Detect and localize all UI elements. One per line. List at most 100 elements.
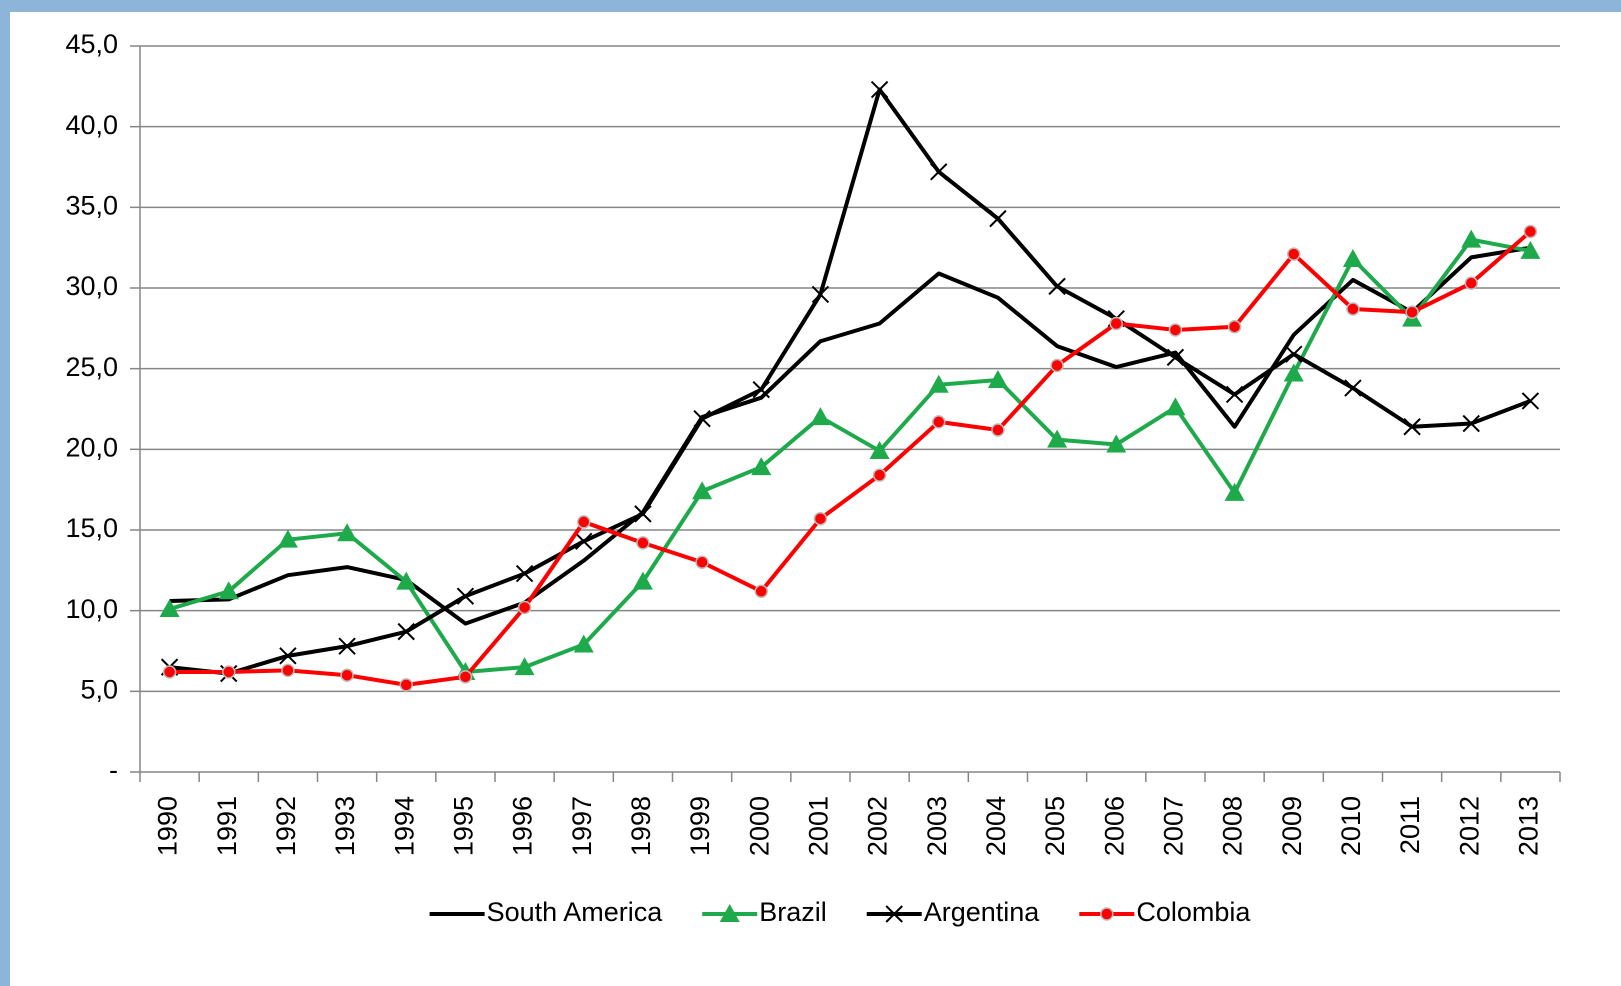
marker — [754, 584, 768, 599]
marker — [396, 571, 417, 590]
y-tick-label: 5,0 — [80, 674, 118, 704]
marker — [1344, 379, 1362, 397]
marker — [1520, 240, 1541, 259]
marker — [577, 515, 591, 529]
marker — [932, 415, 946, 429]
series-line — [169, 230, 1532, 687]
series-line — [169, 87, 1532, 676]
x-tick-label: 1990 — [153, 796, 183, 856]
marker — [1047, 429, 1068, 448]
marker — [515, 564, 534, 583]
y-tick-label: 35,0 — [65, 190, 118, 220]
marker — [1106, 434, 1127, 453]
x-tick-label: 1997 — [567, 796, 597, 856]
marker — [1521, 392, 1540, 410]
marker — [1168, 323, 1183, 337]
marker — [218, 581, 239, 600]
y-tick-label: 40,0 — [65, 110, 118, 140]
y-tick-label: 45,0 — [65, 29, 118, 59]
x-tick-label: 2008 — [1218, 796, 1248, 856]
marker — [1405, 305, 1419, 319]
x-tick-label: 1992 — [271, 796, 301, 856]
x-tick-label: 2011 — [1395, 796, 1425, 854]
x-tick-label: 2007 — [1159, 796, 1189, 856]
x-tick-label: 2002 — [863, 796, 893, 856]
x-tick-label: 1995 — [449, 796, 479, 856]
x-tick-label: 1993 — [330, 796, 360, 856]
marker — [1403, 418, 1421, 436]
x-tick-label: 2009 — [1277, 796, 1307, 856]
marker — [575, 532, 593, 551]
marker — [811, 285, 830, 304]
marker — [1283, 363, 1304, 382]
marker — [456, 587, 475, 605]
marker — [930, 163, 948, 181]
marker — [514, 657, 535, 676]
marker — [573, 634, 594, 653]
chart: - 5,0 10,0 15,0 20,0 25,0 30,0 35,0 40,0 45,0 1990… — [10, 12, 1621, 986]
marker — [695, 555, 709, 570]
legend-label: Brazil — [759, 897, 827, 927]
series-line — [169, 237, 1531, 674]
marker — [1227, 319, 1242, 334]
series-line — [169, 245, 1531, 626]
marker — [162, 665, 177, 679]
marker — [517, 600, 532, 615]
marker — [1225, 385, 1244, 404]
marker — [991, 423, 1005, 437]
marker — [1100, 907, 1114, 921]
x-tick-label: 1991 — [212, 796, 242, 856]
x-tick-label: 2013 — [1514, 796, 1544, 856]
x-tick-label: 2006 — [1099, 796, 1129, 856]
marker — [1165, 397, 1186, 416]
marker — [1166, 348, 1185, 367]
x-tick-label: 2005 — [1040, 796, 1070, 856]
marker — [752, 380, 770, 399]
y-tick-label: 15,0 — [65, 513, 118, 543]
marker — [987, 369, 1008, 388]
x-tick-label: 1996 — [508, 796, 538, 856]
marker — [1346, 302, 1360, 316]
marker — [692, 481, 713, 500]
legend-label: Argentina — [924, 897, 1041, 927]
y-tick-label: - — [109, 755, 118, 785]
x-tick-label: 2004 — [981, 796, 1011, 856]
marker — [337, 523, 358, 542]
marker — [869, 440, 890, 459]
x-tick-label: 2003 — [922, 796, 952, 856]
marker — [928, 374, 949, 393]
marker — [1342, 248, 1363, 267]
legend-label: South America — [487, 897, 664, 927]
marker — [636, 536, 650, 550]
marker — [1050, 358, 1064, 373]
marker — [340, 668, 354, 682]
marker — [813, 511, 828, 526]
marker — [870, 80, 889, 99]
series — [160, 80, 1540, 683]
x-tick-label: 2010 — [1336, 796, 1366, 856]
marker — [338, 637, 356, 655]
series — [169, 245, 1531, 626]
marker — [885, 905, 903, 923]
x-tick-label: 2001 — [804, 796, 834, 856]
x-tick-label: 1994 — [389, 796, 419, 856]
marker — [1464, 276, 1478, 290]
legend-label: Colombia — [1136, 897, 1251, 927]
marker — [1461, 229, 1482, 248]
marker — [1224, 482, 1245, 501]
marker — [399, 678, 413, 692]
y-tick-label: 30,0 — [65, 271, 118, 301]
marker — [277, 529, 298, 548]
x-tick-label: 1998 — [626, 796, 656, 856]
marker — [1523, 224, 1538, 239]
legend: South America Brazil Argentina Colombia — [429, 897, 1251, 927]
marker — [458, 670, 473, 684]
marker — [693, 409, 711, 428]
y-tick-label: 20,0 — [65, 432, 118, 462]
marker — [159, 599, 180, 618]
x-tick-label: 2000 — [744, 796, 774, 856]
marker — [719, 904, 740, 922]
marker — [222, 665, 236, 679]
marker — [1109, 316, 1123, 331]
